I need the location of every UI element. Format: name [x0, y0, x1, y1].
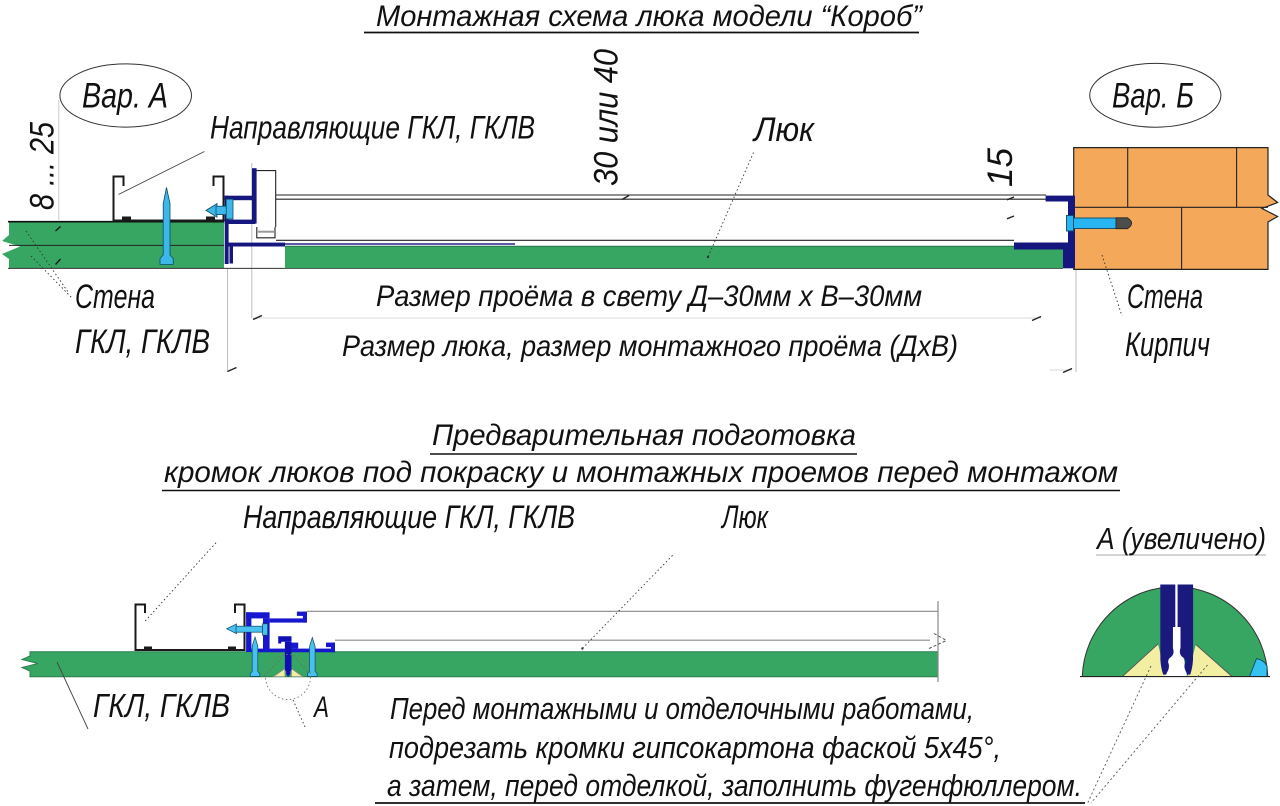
svg-text:Размер люка, размер монтажного: Размер люка, размер монтажного проёма (Д…	[342, 330, 958, 363]
svg-text:Размер проёма в свету Д–30мм х: Размер проёма в свету Д–30мм х В–30мм	[376, 280, 922, 313]
svg-text:ГКЛ, ГКЛВ: ГКЛ, ГКЛВ	[75, 323, 210, 361]
svg-text:Вар. Б: Вар. Б	[1112, 77, 1194, 116]
svg-text:Направляющие ГКЛ, ГКЛВ: Направляющие ГКЛ, ГКЛВ	[243, 499, 575, 535]
svg-text:8 ... 25: 8 ... 25	[24, 122, 62, 210]
svg-text:А: А	[313, 691, 329, 724]
svg-text:Вар. А: Вар. А	[82, 77, 168, 116]
svg-text:Направляющие ГКЛ, ГКЛВ: Направляющие ГКЛ, ГКЛВ	[210, 110, 535, 146]
svg-text:Монтажная схема люка модели “К: Монтажная схема люка модели “Короб”	[376, 0, 924, 33]
svg-text:ГКЛ, ГКЛВ: ГКЛ, ГКЛВ	[93, 687, 230, 724]
svg-text:А (увеличено): А (увеличено)	[1095, 521, 1266, 556]
svg-text:Стена: Стена	[1127, 278, 1203, 316]
svg-text:30 или 40: 30 или 40	[588, 49, 626, 186]
svg-text:Стена: Стена	[75, 278, 155, 316]
svg-text:Предварительная подготовка: Предварительная подготовка	[432, 419, 856, 452]
svg-text:Перед монтажными и отделочными: Перед монтажными и отделочными работами,	[390, 691, 974, 726]
svg-text:15: 15	[981, 147, 1020, 187]
svg-text:Люк: Люк	[752, 111, 816, 149]
svg-text:подрезать кромки гипсокартона: подрезать кромки гипсокартона фаской 5х4…	[389, 730, 1001, 765]
svg-text:кромок люков под покраску и мо: кромок люков под покраску и монтажных пр…	[164, 456, 1118, 489]
svg-text:а затем, перед отделкой, запол: а затем, перед отделкой, заполнить фуген…	[387, 768, 1082, 803]
svg-text:Кирпич: Кирпич	[1125, 326, 1210, 364]
svg-text:Люк: Люк	[720, 499, 769, 535]
